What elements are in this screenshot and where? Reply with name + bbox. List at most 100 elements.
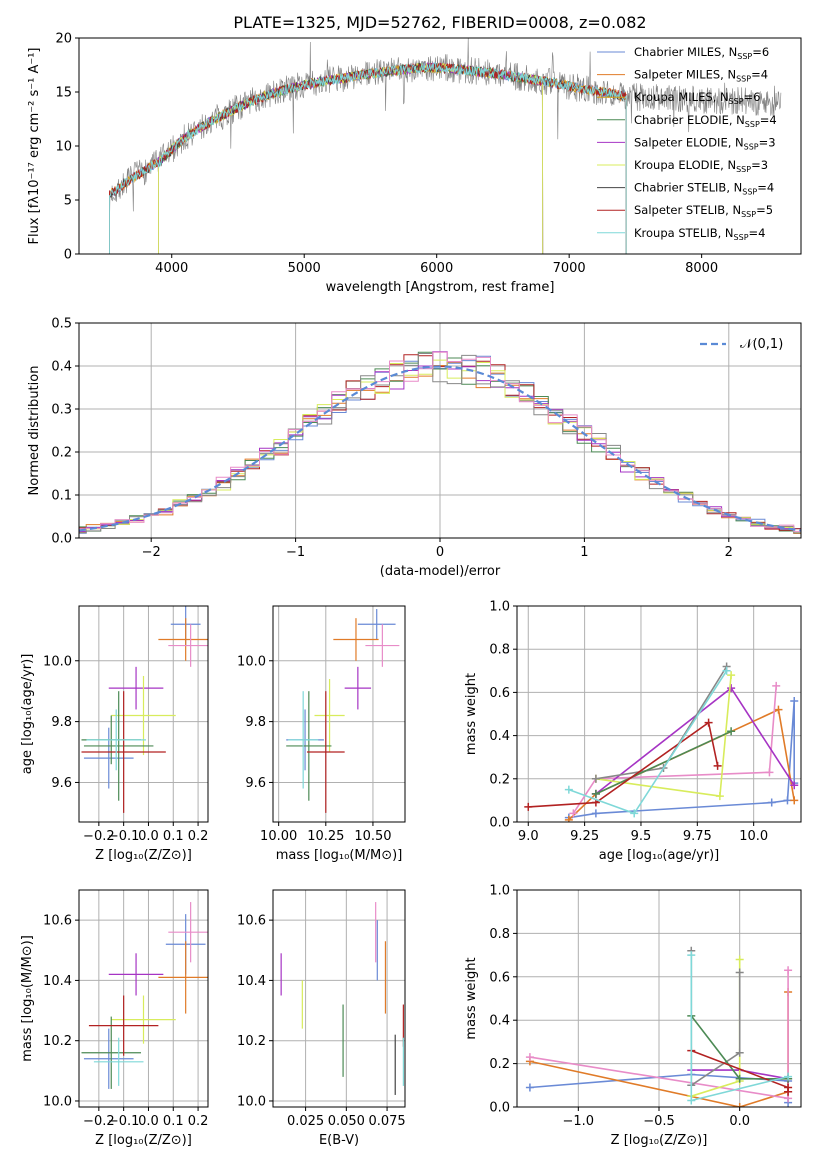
error-bar-point <box>333 618 379 661</box>
y-tick-label: 10.0 <box>237 1094 266 1109</box>
y-tick-label: 1.0 <box>489 884 510 899</box>
x-axis-label: age [log₁₀(age/yr)] <box>599 848 720 863</box>
panel-1: 4000 5000 6000 7000 8000 0 5 10 15 20 wavelength [… <box>27 13 802 295</box>
mass-weight-marker <box>772 681 781 690</box>
mass-weight-marker <box>715 792 724 801</box>
legend-entry: Salpeter MILES, NSSP=4 <box>634 68 768 84</box>
panel-3: −0.2−0.10.0 0.1 0.2 9.6 9.8 10.0 Z [log₁₀(Z/Z⊙… <box>20 605 209 863</box>
mass-weight-marker <box>569 809 578 818</box>
y-tick-label: 0.6 <box>489 970 510 985</box>
y-tick-label: 9.6 <box>51 776 72 791</box>
y-tick-label: 0.0 <box>489 1101 510 1116</box>
x-tick-label: 10.00 <box>260 829 297 844</box>
x-tick-label: 8000 <box>685 261 718 276</box>
plot-area <box>81 606 208 813</box>
mass-weight-marker <box>524 802 533 811</box>
x-axis-label: Z [log₁₀(Z/Z⊙)] <box>95 1133 192 1148</box>
chart-title: PLATE=1325, MJD=52762, FIBERID=0008, z=0… <box>233 13 646 32</box>
x-axis-label: wavelength [Angstrom, rest frame] <box>326 280 555 295</box>
mass-weight-marker <box>727 727 736 736</box>
x-tick-label: 9.75 <box>683 829 712 844</box>
legend-entry: Chabrier STELIB, NSSP=4 <box>634 181 774 197</box>
model-spectrum-line <box>109 62 627 254</box>
x-tick-label: 5000 <box>288 261 321 276</box>
mass-weight-marker <box>735 1103 744 1107</box>
y-tick-label: 0.4 <box>489 1014 510 1029</box>
panel-5: 9.0 9.25 9.5 9.75 10.0 0.0 0.2 0.4 0.6 0.8 1.0 age … <box>464 600 802 863</box>
y-tick-label: 10.6 <box>43 914 72 929</box>
mass-weight-line <box>568 700 796 819</box>
y-tick-label: 0.2 <box>51 446 72 461</box>
error-bar-point <box>306 691 345 813</box>
y-tick-label: 9.8 <box>51 715 72 730</box>
mass-weight-marker <box>784 1087 793 1096</box>
y-tick-label: 0.2 <box>489 1057 510 1072</box>
x-tick-label: 0.025 <box>287 1114 324 1129</box>
error-bar-point <box>168 624 208 667</box>
x-tick-label: 0.0 <box>138 1114 159 1129</box>
y-tick-label: 0.1 <box>51 489 72 504</box>
x-tick-label: 9.5 <box>631 829 652 844</box>
x-tick-label: 6000 <box>420 261 453 276</box>
histogram-step <box>79 351 801 532</box>
error-bar-point <box>86 709 146 771</box>
mass-weight-marker <box>591 789 600 798</box>
x-tick-label: 7000 <box>553 261 586 276</box>
y-axis-label: mass weight <box>464 673 479 755</box>
x-tick-label: −0.2 <box>83 1114 115 1129</box>
y-tick-label: 10.0 <box>237 654 266 669</box>
x-axis-label: mass [log₁₀(M/M⊙)] <box>276 848 403 863</box>
y-tick-label: 20 <box>55 32 72 47</box>
mass-weight-marker <box>790 796 799 805</box>
legend-entry: Kroupa ELODIE, NSSP=3 <box>634 158 768 174</box>
x-tick-label: 0.1 <box>163 1114 184 1129</box>
x-tick-label: 9.0 <box>518 829 539 844</box>
x-tick-label: 0 <box>436 545 444 560</box>
mass-weight-marker <box>767 798 776 807</box>
x-tick-label: 0.2 <box>188 829 209 844</box>
y-tick-label: 0.8 <box>489 927 510 942</box>
mass-weight-marker <box>790 781 799 790</box>
y-tick-label: 10.4 <box>43 974 72 989</box>
data-spectrum-line <box>109 38 782 225</box>
plot-area <box>79 351 801 534</box>
panel-2: −2 −1 0 1 2 0.0 0.1 0.2 0.3 0.4 0.5 (data-model)/er… <box>27 317 802 579</box>
x-tick-label: 4000 <box>155 261 188 276</box>
plot-area <box>525 946 793 1107</box>
mass-weight-marker <box>727 671 736 680</box>
x-tick-label: −0.1 <box>108 829 140 844</box>
x-tick-label: −0.1 <box>108 1114 140 1129</box>
panel-6: −0.2−0.10.0 0.1 0.2 10.0 10.2 10.4 10.6 Z [log₁… <box>20 889 209 1148</box>
axes-frame <box>78 605 209 823</box>
x-tick-label: 10.25 <box>307 829 344 844</box>
error-bar-point <box>83 691 154 801</box>
mass-weight-marker <box>790 697 799 706</box>
error-bar-point <box>357 609 396 640</box>
error-bar-point <box>88 995 159 1056</box>
model-spectrum-line <box>109 62 627 254</box>
legend-entry: Chabrier MILES, NSSP=6 <box>634 45 769 61</box>
x-tick-label: 0.0 <box>138 829 159 844</box>
y-tick-label: 0.3 <box>51 403 72 418</box>
y-axis-label: Normed distribution <box>27 366 42 496</box>
model-spectrum-line <box>158 61 544 254</box>
error-bar-point <box>108 953 164 996</box>
error-bar-point <box>288 691 319 789</box>
panel-7: 0.025 0.050 0.075 10.0 10.2 10.4 10.6 E(B-V) <box>237 889 406 1148</box>
y-tick-label: 10.0 <box>43 1094 72 1109</box>
mass-weight-marker <box>525 1083 534 1092</box>
legend-entry: Kroupa STELIB, NSSP=4 <box>634 226 765 242</box>
error-bar-point <box>158 941 208 1014</box>
mass-weight-marker <box>727 684 736 693</box>
y-tick-label: 0 <box>64 248 72 263</box>
mass-weight-line <box>690 950 741 1087</box>
model-spectrum-line <box>158 62 544 254</box>
y-axis-label: Flux [fλ10⁻¹⁷ erg cm⁻² s⁻¹ A⁻¹] <box>27 48 42 245</box>
panel-4: 10.00 10.25 10.50 9.6 9.8 10.0 mass [log₁₀(M/M… <box>237 605 406 863</box>
error-bar-point <box>93 1037 144 1086</box>
y-tick-label: 10.2 <box>237 1034 266 1049</box>
x-tick-label: −2 <box>142 545 161 560</box>
y-axis-label: age [log₁₀(age/yr)] <box>20 654 35 775</box>
y-tick-label: 0.4 <box>51 360 72 375</box>
mass-weight-marker <box>783 796 792 805</box>
